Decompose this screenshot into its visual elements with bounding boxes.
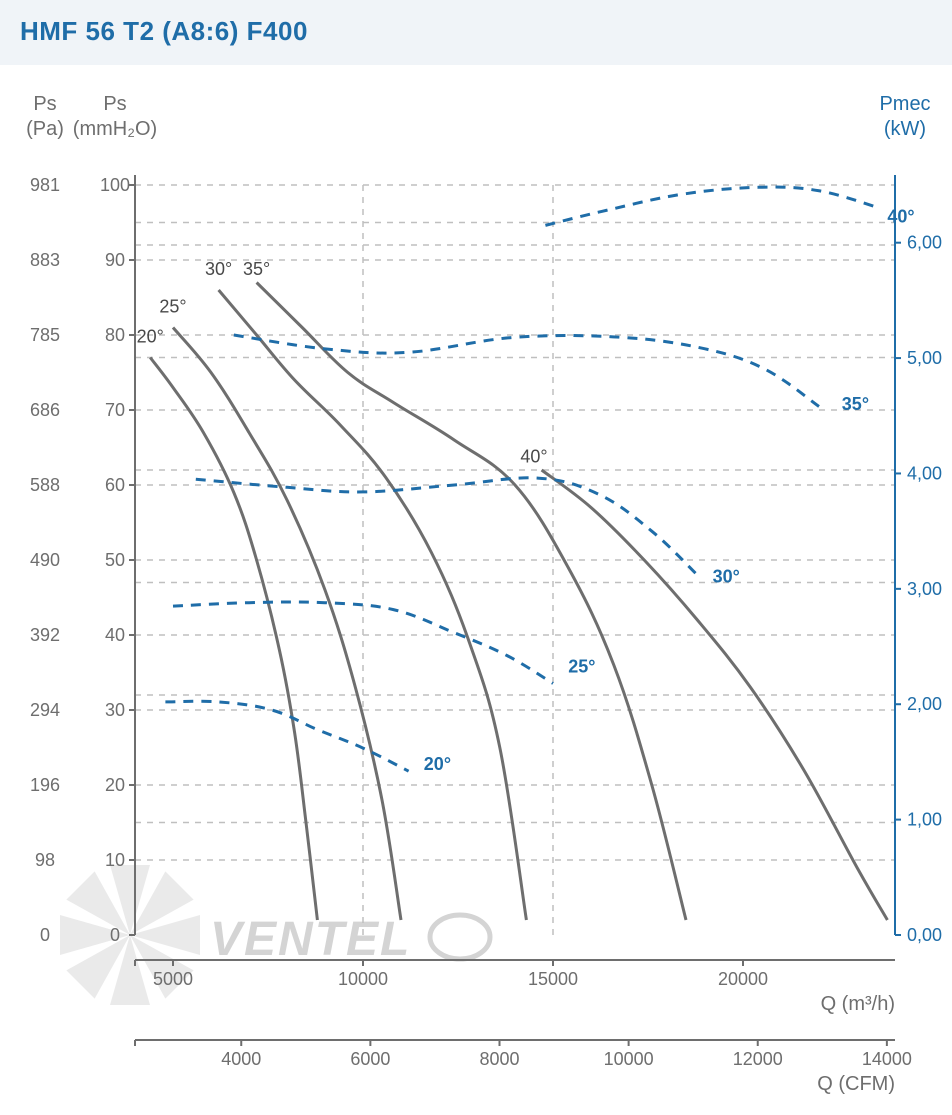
- x2-ticks: 4000 6000 8000 10000 12000 14000: [135, 1040, 912, 1069]
- y1-tick-labels: 0 98 196 294 392 490 588 686 785 883 981: [30, 175, 60, 945]
- svg-text:4,00: 4,00: [907, 463, 942, 483]
- svg-text:98: 98: [35, 850, 55, 870]
- svg-text:14000: 14000: [862, 1049, 912, 1069]
- svg-text:981: 981: [30, 175, 60, 195]
- y1-axis-label-unit: (Pa): [26, 118, 64, 140]
- y2-tick-labels: 0 10 20 30 40 50 60 70 80 90 100: [100, 175, 135, 945]
- svg-text:392: 392: [30, 625, 60, 645]
- watermark-text: VENTEL: [210, 913, 411, 966]
- svg-text:0: 0: [110, 925, 120, 945]
- svg-text:90: 90: [105, 250, 125, 270]
- y1-axis-label-top: Ps: [33, 93, 56, 115]
- svg-text:30°: 30°: [205, 259, 232, 279]
- svg-text:8000: 8000: [479, 1049, 519, 1069]
- curve-labels: 20° 25° 30° 35° 40° 20° 25° 30° 35° 40°: [137, 207, 915, 775]
- svg-text:883: 883: [30, 250, 60, 270]
- svg-text:2,00: 2,00: [907, 694, 942, 714]
- x2-axis-label: Q (CFM): [817, 1073, 895, 1095]
- svg-text:80: 80: [105, 325, 125, 345]
- y3-tick-labels: 0,00 1,00 2,00 3,00 4,00 5,00 6,00: [895, 233, 942, 945]
- svg-text:3,00: 3,00: [907, 579, 942, 599]
- svg-text:785: 785: [30, 325, 60, 345]
- svg-text:70: 70: [105, 400, 125, 420]
- svg-text:1,00: 1,00: [907, 810, 942, 830]
- svg-text:15000: 15000: [528, 969, 578, 989]
- svg-text:20: 20: [105, 775, 125, 795]
- chart-title: HMF 56 T2 (A8:6) F400: [0, 0, 952, 65]
- svg-text:60: 60: [105, 475, 125, 495]
- svg-text:6,00: 6,00: [907, 233, 942, 253]
- power-curves: [165, 187, 879, 771]
- y2-axis-label-top: Ps: [103, 93, 126, 115]
- svg-text:4000: 4000: [221, 1049, 261, 1069]
- svg-text:10000: 10000: [604, 1049, 654, 1069]
- svg-text:20°: 20°: [424, 754, 451, 774]
- svg-text:50: 50: [105, 550, 125, 570]
- svg-text:0: 0: [40, 925, 50, 945]
- svg-text:35°: 35°: [243, 259, 270, 279]
- pressure-curves: [150, 283, 887, 921]
- svg-text:35°: 35°: [842, 394, 869, 414]
- svg-text:25°: 25°: [159, 297, 186, 317]
- grid-horizontal: [135, 185, 895, 860]
- svg-text:20000: 20000: [718, 969, 768, 989]
- svg-text:25°: 25°: [568, 657, 595, 677]
- y3-axis-label-top: Pmec: [879, 93, 930, 115]
- svg-text:10: 10: [105, 850, 125, 870]
- svg-text:5000: 5000: [153, 969, 193, 989]
- svg-text:40°: 40°: [520, 447, 547, 467]
- watermark: VENTEL: [60, 865, 490, 1005]
- svg-text:490: 490: [30, 550, 60, 570]
- chart-area: VENTEL Ps (Pa) Ps (mmH₂O) Pmec (kW) 0981…: [0, 65, 952, 1095]
- svg-text:100: 100: [100, 175, 130, 195]
- chart-svg: VENTEL Ps (Pa) Ps (mmH₂O) Pmec (kW) 0981…: [0, 65, 952, 1095]
- x1-axis-label: Q (m³/h): [821, 993, 895, 1015]
- svg-text:20°: 20°: [137, 327, 164, 347]
- y3-axis-label-unit: (kW): [884, 118, 926, 140]
- svg-text:6000: 6000: [350, 1049, 390, 1069]
- svg-text:40°: 40°: [887, 207, 914, 227]
- svg-text:196: 196: [30, 775, 60, 795]
- svg-text:30°: 30°: [713, 567, 740, 587]
- y2-axis-label-unit: (mmH₂O): [73, 118, 157, 140]
- svg-text:0,00: 0,00: [907, 925, 942, 945]
- svg-text:12000: 12000: [733, 1049, 783, 1069]
- svg-text:10000: 10000: [338, 969, 388, 989]
- svg-text:686: 686: [30, 400, 60, 420]
- svg-text:294: 294: [30, 700, 60, 720]
- svg-text:588: 588: [30, 475, 60, 495]
- svg-text:5,00: 5,00: [907, 348, 942, 368]
- svg-text:30: 30: [105, 700, 125, 720]
- svg-text:40: 40: [105, 625, 125, 645]
